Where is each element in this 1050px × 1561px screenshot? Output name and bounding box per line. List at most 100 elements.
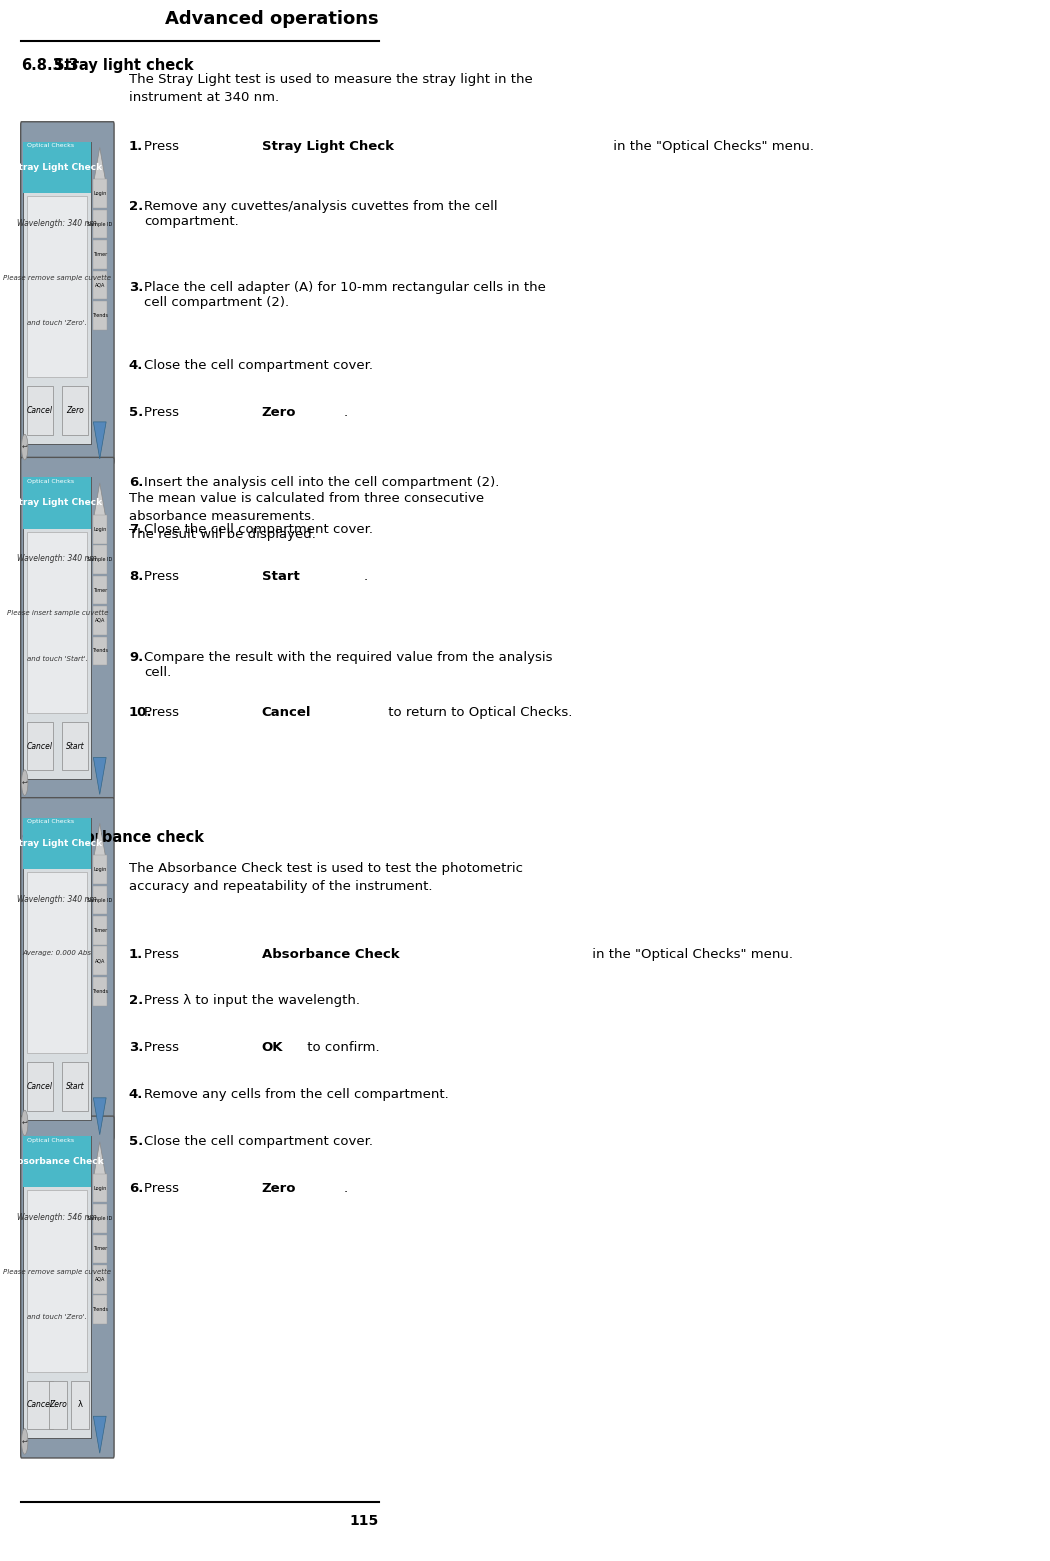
Text: Compare the result with the required value from the analysis
cell.: Compare the result with the required val… (144, 651, 552, 679)
Text: Timer: Timer (92, 251, 107, 258)
Polygon shape (93, 823, 106, 860)
Text: Optical Checks: Optical Checks (26, 479, 74, 484)
Text: .: . (364, 570, 367, 582)
Text: The Absorbance Check test is used to test the photometric
accuracy and repeatabi: The Absorbance Check test is used to tes… (129, 862, 523, 893)
Text: Please insert sample cuvette: Please insert sample cuvette (6, 610, 108, 617)
Bar (26, 386, 52, 434)
Bar (23, 142, 91, 443)
Bar (62, 386, 88, 434)
Text: .: . (343, 406, 348, 418)
Bar (92, 576, 107, 604)
Bar (62, 1061, 88, 1110)
Text: Stray Light Check: Stray Light Check (13, 838, 102, 848)
Text: AQA: AQA (94, 618, 105, 623)
Text: 5.: 5. (129, 406, 143, 418)
Text: Trends: Trends (91, 312, 108, 318)
Text: ↩: ↩ (22, 779, 27, 785)
Text: Stray light check: Stray light check (54, 58, 193, 73)
Bar (92, 240, 107, 268)
Text: 7.: 7. (129, 523, 143, 535)
Bar (62, 721, 88, 770)
Text: 2.: 2. (129, 994, 143, 1007)
Bar (23, 1136, 91, 1188)
Text: Insert the analysis cell into the cell compartment (2).: Insert the analysis cell into the cell c… (144, 476, 499, 489)
Text: Trends: Trends (91, 648, 108, 654)
Bar (23, 478, 91, 779)
Text: ↩: ↩ (22, 1438, 27, 1444)
Text: Cancel: Cancel (261, 706, 311, 718)
Bar (92, 637, 107, 665)
Text: in the "Optical Checks" menu.: in the "Optical Checks" menu. (588, 948, 794, 960)
Text: Absorbance check: Absorbance check (54, 830, 204, 846)
Text: 6.8.3.3: 6.8.3.3 (21, 58, 79, 73)
Text: Stray Light Check: Stray Light Check (261, 140, 394, 153)
Bar (92, 946, 107, 976)
Text: Sample ID: Sample ID (87, 898, 112, 902)
Text: 8.: 8. (129, 570, 143, 582)
FancyBboxPatch shape (21, 1116, 114, 1458)
Polygon shape (93, 1416, 106, 1453)
Text: Cancel: Cancel (26, 741, 52, 751)
Bar (27, 1191, 87, 1372)
Text: 4.: 4. (129, 1088, 143, 1101)
Bar (27, 532, 87, 713)
Text: Trends: Trends (91, 988, 108, 994)
Text: Optical Checks: Optical Checks (26, 1138, 74, 1143)
Text: Press: Press (144, 570, 183, 582)
Text: Close the cell compartment cover.: Close the cell compartment cover. (144, 1135, 373, 1147)
Text: Remove any cells from the cell compartment.: Remove any cells from the cell compartme… (144, 1088, 448, 1101)
Bar (92, 1174, 107, 1202)
Text: Optical Checks: Optical Checks (26, 144, 74, 148)
Text: 4.: 4. (129, 359, 143, 372)
Text: Press λ to input the wavelength.: Press λ to input the wavelength. (144, 994, 360, 1007)
Text: Sample ID: Sample ID (87, 1216, 112, 1221)
Text: Login: Login (93, 528, 106, 532)
Text: Start: Start (261, 570, 299, 582)
Text: AQA: AQA (94, 958, 105, 963)
Bar (92, 209, 107, 239)
Text: Please remove sample cuvette: Please remove sample cuvette (3, 275, 111, 281)
Text: Press: Press (144, 140, 183, 153)
Text: .: . (343, 1182, 348, 1194)
Text: Cancel: Cancel (26, 1400, 52, 1410)
Polygon shape (93, 421, 106, 459)
Text: Close the cell compartment cover.: Close the cell compartment cover. (144, 523, 373, 535)
Text: to confirm.: to confirm. (302, 1041, 379, 1054)
Text: AQA: AQA (94, 1277, 105, 1282)
Text: Stray Light Check: Stray Light Check (13, 498, 102, 507)
Text: Press: Press (144, 706, 183, 718)
Text: Press: Press (144, 1182, 183, 1194)
Bar (92, 301, 107, 329)
Text: Sample ID: Sample ID (87, 222, 112, 226)
Text: 6.8.3.4: 6.8.3.4 (21, 830, 79, 846)
Text: 2.: 2. (129, 200, 143, 212)
Text: Wavelength: 340 nm: Wavelength: 340 nm (18, 554, 98, 564)
Bar (27, 873, 87, 1054)
Text: Start: Start (66, 741, 84, 751)
Text: Press: Press (144, 406, 183, 418)
Bar (26, 1061, 52, 1110)
Bar (92, 1264, 107, 1294)
Text: Absorbance Check: Absorbance Check (261, 948, 399, 960)
Bar (92, 270, 107, 300)
Circle shape (21, 434, 28, 460)
Bar (27, 197, 87, 378)
Bar (92, 1296, 107, 1324)
Text: ↩: ↩ (22, 1119, 27, 1125)
Bar (92, 855, 107, 884)
Bar (92, 977, 107, 1005)
Text: Timer: Timer (92, 587, 107, 593)
Bar (23, 818, 91, 1119)
Text: Sample ID: Sample ID (87, 557, 112, 562)
Text: Wavelength: 340 nm: Wavelength: 340 nm (18, 894, 98, 904)
Bar (23, 1136, 91, 1438)
Text: Login: Login (93, 1186, 106, 1191)
Circle shape (21, 1428, 28, 1455)
Text: Absorbance Check: Absorbance Check (10, 1157, 104, 1166)
Text: 6.: 6. (129, 1182, 143, 1194)
Text: Optical Checks: Optical Checks (26, 820, 74, 824)
FancyBboxPatch shape (21, 457, 114, 799)
Bar (70, 1380, 89, 1428)
Bar (26, 721, 52, 770)
Text: Remove any cuvettes/analysis cuvettes from the cell
compartment.: Remove any cuvettes/analysis cuvettes fr… (144, 200, 498, 228)
